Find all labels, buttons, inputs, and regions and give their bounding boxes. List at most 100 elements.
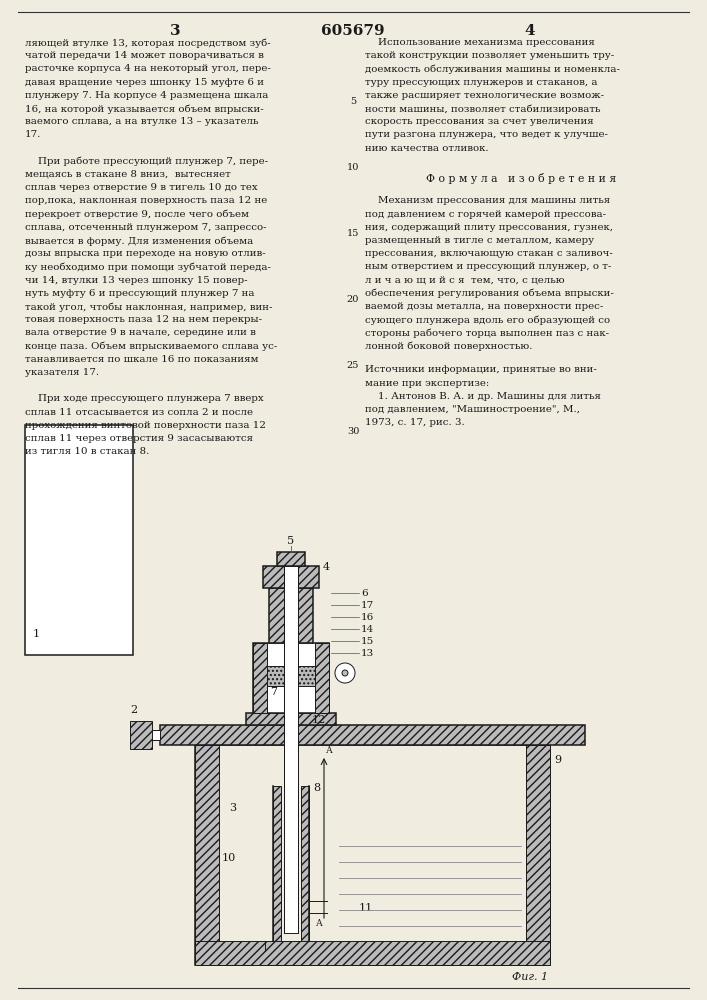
Text: чи 14, втулки 13 через шпонку 15 повер-: чи 14, втулки 13 через шпонку 15 повер- (25, 276, 247, 285)
Bar (273, 786, 281, 941)
Text: под давлением, "Машиностроение", М.,: под давлением, "Машиностроение", М., (365, 405, 580, 414)
Text: 11: 11 (359, 903, 373, 913)
Bar (253, 643, 329, 713)
Bar (130, 721, 152, 749)
Text: сплав 11 через отверстия 9 засасываются: сплав 11 через отверстия 9 засасываются (25, 434, 253, 443)
Bar (315, 643, 329, 713)
Bar (284, 566, 298, 933)
Text: 7: 7 (270, 687, 277, 697)
Bar (277, 552, 305, 566)
Text: 12: 12 (312, 725, 326, 735)
Circle shape (335, 663, 355, 683)
Bar (281, 786, 301, 941)
Text: ния, содержащий плиту прессования, гузнек,: ния, содержащий плиту прессования, гузне… (365, 223, 613, 232)
Text: Использование механизма прессования: Использование механизма прессования (365, 38, 595, 47)
Text: 17: 17 (361, 600, 374, 609)
Bar (246, 713, 336, 725)
Text: 8: 8 (313, 783, 320, 793)
Text: стороны рабочего торца выполнен паз с нак-: стороны рабочего торца выполнен паз с на… (365, 328, 609, 338)
Text: скорость прессования за счет увеличения: скорость прессования за счет увеличения (365, 117, 594, 126)
Text: 13: 13 (361, 648, 374, 658)
Text: 5: 5 (288, 536, 295, 546)
Text: такой угол, чтобы наклонная, например, вин-: такой угол, чтобы наклонная, например, в… (25, 302, 272, 312)
Text: также расширяет технологические возмож-: также расширяет технологические возмож- (365, 91, 604, 100)
Text: 3: 3 (229, 803, 236, 813)
Text: туру прессующих плунжеров и стаканов, а: туру прессующих плунжеров и стаканов, а (365, 78, 597, 87)
Text: 10: 10 (347, 163, 359, 172)
Text: 14: 14 (361, 624, 374, 634)
Text: дозы впрыска при переходе на новую отлив-: дозы впрыска при переходе на новую отлив… (25, 249, 266, 258)
Text: обеспечения регулирования объема впрыски-: обеспечения регулирования объема впрыски… (365, 289, 614, 298)
Text: 16, на которой указывается объем впрыски-: 16, на которой указывается объем впрыски… (25, 104, 264, 113)
Text: сплава, отсеченный плунжером 7, запрессо-: сплава, отсеченный плунжером 7, запрессо… (25, 223, 267, 232)
Text: 16: 16 (361, 612, 374, 621)
Text: чатой передачи 14 может поворачиваться в: чатой передачи 14 может поворачиваться в (25, 51, 264, 60)
Text: пор,пока, наклонная поверхность паза 12 не: пор,пока, наклонная поверхность паза 12 … (25, 196, 267, 205)
Text: размещенный в тигле с металлом, камеру: размещенный в тигле с металлом, камеру (365, 236, 594, 245)
Bar (195, 745, 550, 965)
Text: сующего плунжера вдоль его образующей со: сующего плунжера вдоль его образующей со (365, 315, 610, 325)
Text: под давлением с горячей камерой прессова-: под давлением с горячей камерой прессова… (365, 210, 606, 219)
Text: Источники информации, принятые во вни-: Источники информации, принятые во вни- (365, 365, 597, 374)
Text: вала отверстие 9 в начале, середине или в: вала отверстие 9 в начале, середине или … (25, 328, 256, 337)
Text: такой конструкции позволяет уменьшить тру-: такой конструкции позволяет уменьшить тр… (365, 51, 614, 60)
Text: прохождения винтовой поверхности паза 12: прохождения винтовой поверхности паза 12 (25, 421, 266, 430)
Circle shape (342, 670, 348, 676)
Text: конце паза. Объем впрыскиваемого сплава ус-: конце паза. Объем впрыскиваемого сплава … (25, 342, 277, 351)
Text: 20: 20 (347, 295, 359, 304)
Text: 15: 15 (347, 229, 359, 238)
Text: вывается в форму. Для изменения объема: вывается в форму. Для изменения объема (25, 236, 253, 245)
Text: А: А (326, 746, 333, 755)
Bar (195, 745, 219, 941)
Text: 10: 10 (222, 853, 236, 863)
Text: А: А (316, 919, 323, 928)
Text: мещаясь в стакане 8 вниз,  вытесняет: мещаясь в стакане 8 вниз, вытесняет (25, 170, 230, 179)
Text: товая поверхность паза 12 на нем перекры-: товая поверхность паза 12 на нем перекры… (25, 315, 262, 324)
Text: ным отверстием и прессующий плунжер, о т-: ным отверстием и прессующий плунжер, о т… (365, 262, 612, 271)
Bar (148, 730, 160, 740)
Text: л и ч а ю щ и й с я  тем, что, с целью: л и ч а ю щ и й с я тем, что, с целью (365, 276, 565, 285)
Text: танавливается по шкале 16 по показаниям: танавливается по шкале 16 по показаниям (25, 355, 259, 364)
Text: перекроет отверстие 9, после чего объем: перекроет отверстие 9, после чего объем (25, 210, 249, 219)
Text: Ф о р м у л а   и з о б р е т е н и я: Ф о р м у л а и з о б р е т е н и я (426, 173, 616, 184)
Text: ляющей втулке 13, которая посредством зуб-: ляющей втулке 13, которая посредством зу… (25, 38, 271, 47)
Bar (269, 588, 313, 643)
Text: пути разгона плунжера, что ведет к улучше-: пути разгона плунжера, что ведет к улучш… (365, 130, 608, 139)
Text: расточке корпуса 4 на некоторый угол, пере-: расточке корпуса 4 на некоторый угол, пе… (25, 64, 271, 73)
Text: 9: 9 (554, 755, 561, 765)
Text: указателя 17.: указателя 17. (25, 368, 99, 377)
Text: из тигля 10 в стакан 8.: из тигля 10 в стакан 8. (25, 447, 149, 456)
Bar (526, 745, 550, 941)
Text: Механизм прессования для машины литья: Механизм прессования для машины литья (365, 196, 610, 205)
Text: сплав 11 отсасывается из сопла 2 и после: сплав 11 отсасывается из сопла 2 и после (25, 408, 253, 417)
Text: нию качества отливок.: нию качества отливок. (365, 144, 489, 153)
Text: 17.: 17. (25, 130, 42, 139)
Bar (25, 425, 133, 655)
Text: 6: 6 (361, 588, 368, 597)
Text: 2: 2 (130, 705, 137, 715)
Text: сплав через отверстие 9 в тигель 10 до тех: сплав через отверстие 9 в тигель 10 до т… (25, 183, 257, 192)
Text: 4: 4 (525, 24, 535, 38)
Text: ку необходимо при помощи зубчатой переда-: ку необходимо при помощи зубчатой переда… (25, 262, 271, 272)
Text: Фиг. 1: Фиг. 1 (512, 972, 548, 982)
Text: мание при экспертизе:: мание при экспертизе: (365, 379, 489, 388)
Text: ваемой дозы металла, на поверхности прес-: ваемой дозы металла, на поверхности прес… (365, 302, 603, 311)
Text: При ходе прессующего плунжера 7 вверх: При ходе прессующего плунжера 7 вверх (25, 394, 264, 403)
Text: нуть муфту 6 и прессующий плунжер 7 на: нуть муфту 6 и прессующий плунжер 7 на (25, 289, 255, 298)
Bar (195, 941, 550, 965)
Text: ваемого сплава, а на втулке 13 – указатель: ваемого сплава, а на втулке 13 – указате… (25, 117, 259, 126)
Bar (301, 786, 309, 941)
Text: 605679: 605679 (321, 24, 385, 38)
Bar (263, 566, 319, 588)
Text: прессования, включающую стакан с заливоч-: прессования, включающую стакан с заливоч… (365, 249, 613, 258)
Text: 12: 12 (312, 715, 326, 725)
Text: 3: 3 (170, 24, 180, 38)
Text: 1973, с. 17, рис. 3.: 1973, с. 17, рис. 3. (365, 418, 464, 427)
Text: давая вращение через шпонку 15 муфте 6 и: давая вращение через шпонку 15 муфте 6 и (25, 78, 264, 87)
Text: ности машины, позволяет стабилизировать: ности машины, позволяет стабилизировать (365, 104, 600, 113)
Text: 15: 15 (361, 637, 374, 646)
Text: плунжеру 7. На корпусе 4 размещена шкала: плунжеру 7. На корпусе 4 размещена шкала (25, 91, 269, 100)
Text: 1: 1 (33, 629, 40, 639)
Text: лонной боковой поверхностью.: лонной боковой поверхностью. (365, 342, 532, 351)
Text: доемкость обслуживания машины и номенкла-: доемкость обслуживания машины и номенкла… (365, 64, 620, 74)
